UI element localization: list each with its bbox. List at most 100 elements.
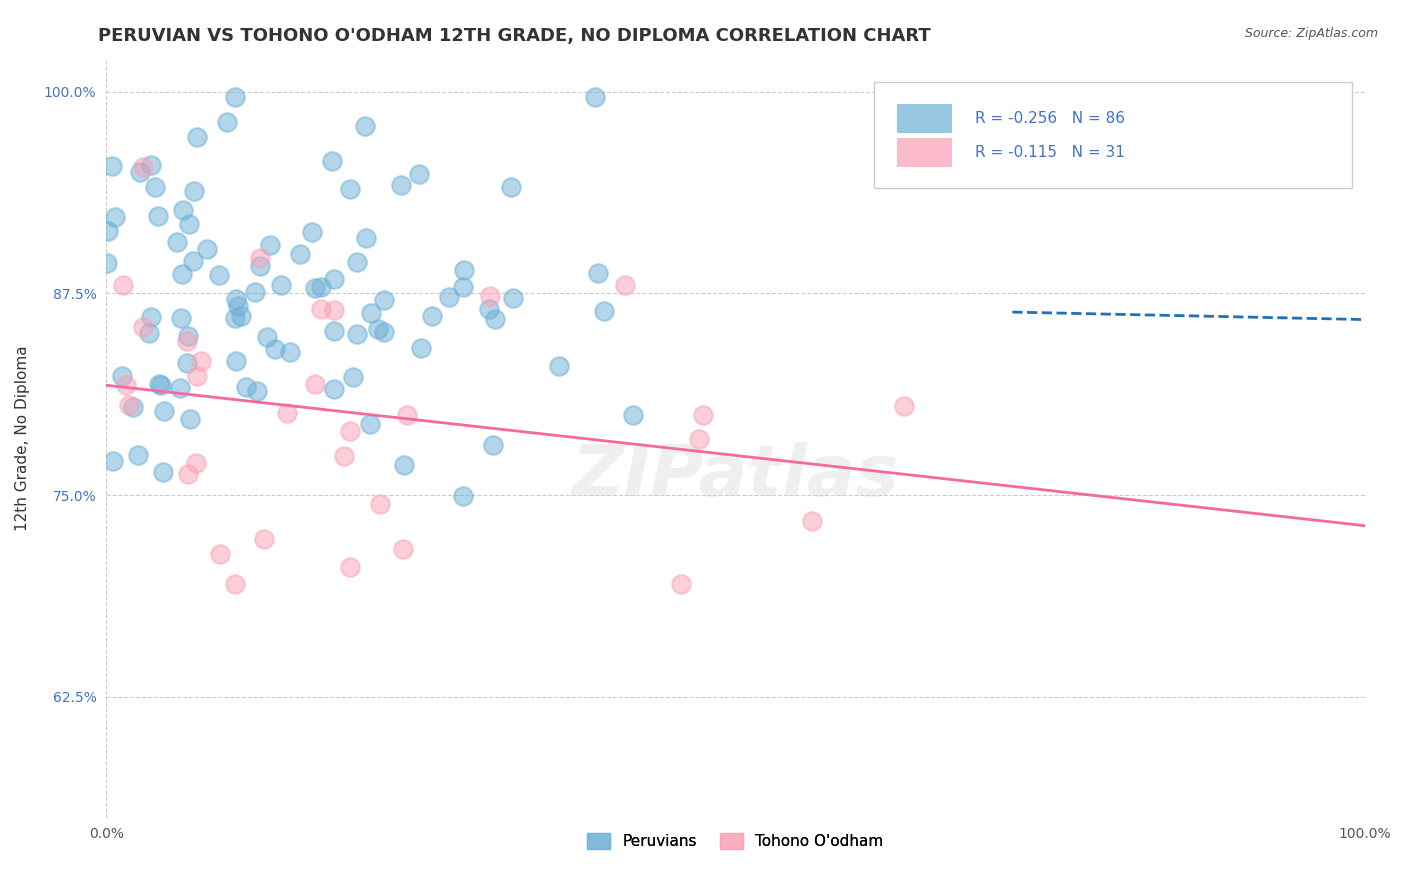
Point [409,341,432,355]
Point [176,328,198,343]
Point [249,251,271,265]
Point [614,278,637,293]
Point [420,310,443,324]
Point [389,178,412,193]
Point [356,231,378,245]
Point [225,293,247,307]
Point [499,179,522,194]
Point [183,184,205,198]
Point [478,301,501,316]
Point [373,293,395,307]
Text: R = -0.115   N = 31: R = -0.115 N = 31 [974,145,1125,160]
Point [166,235,188,249]
Point [249,259,271,273]
Point [148,376,170,391]
Point [132,319,155,334]
Point [243,285,266,299]
Point [304,280,326,294]
Point [367,322,389,336]
Point [152,466,174,480]
Point [226,299,249,313]
Point [276,406,298,420]
Point [111,368,134,383]
Point [373,325,395,339]
Point [215,115,238,129]
Point [408,167,430,181]
Point [354,119,377,133]
Point [176,334,198,348]
Point [451,280,474,294]
Point [453,263,475,277]
Point [339,560,361,574]
Point [264,342,287,356]
Point [322,383,344,397]
Point [692,408,714,422]
Point [259,238,281,252]
Point [368,497,391,511]
Point [593,303,616,318]
Point [209,547,232,561]
Point [278,345,301,359]
Point [322,302,344,317]
Point [235,380,257,394]
Point [671,577,693,591]
Point [186,129,208,144]
Point [132,161,155,175]
Point [321,153,343,168]
Y-axis label: 12th Grade, No Diploma: 12th Grade, No Diploma [15,346,30,532]
Point [346,254,368,268]
Point [186,369,208,384]
Point [339,425,361,439]
Point [224,90,246,104]
Point [359,417,381,431]
Point [177,217,200,231]
Point [392,541,415,556]
Point [118,398,141,412]
Point [478,289,501,303]
Point [801,514,824,528]
Point [301,226,323,240]
Point [484,312,506,326]
Point [114,378,136,392]
Point [146,210,169,224]
Point [451,490,474,504]
Point [583,89,606,103]
Point [129,165,152,179]
Point [122,401,145,415]
Point [170,311,193,326]
Point [548,359,571,373]
FancyBboxPatch shape [897,137,952,167]
Point [208,268,231,282]
Point [342,369,364,384]
Point [138,326,160,340]
Point [224,577,246,591]
Point [586,267,609,281]
Point [177,467,200,481]
Point [172,202,194,217]
Point [179,411,201,425]
Point [141,310,163,324]
Point [333,449,356,463]
Point [169,381,191,395]
Point [127,448,149,462]
Point [253,532,276,546]
Point [323,272,346,286]
Point [360,305,382,319]
Point [304,377,326,392]
Point [688,432,710,446]
Point [149,378,172,392]
Point [224,310,246,325]
Point [97,224,120,238]
FancyBboxPatch shape [875,82,1353,188]
Point [621,409,644,423]
Point [395,408,418,422]
FancyBboxPatch shape [897,103,952,133]
Text: R = -0.256   N = 86: R = -0.256 N = 86 [974,112,1125,127]
Point [346,327,368,342]
Point [225,354,247,368]
Point [184,456,207,470]
Point [176,356,198,370]
Point [339,182,361,196]
Point [96,256,118,270]
Point [172,267,194,281]
